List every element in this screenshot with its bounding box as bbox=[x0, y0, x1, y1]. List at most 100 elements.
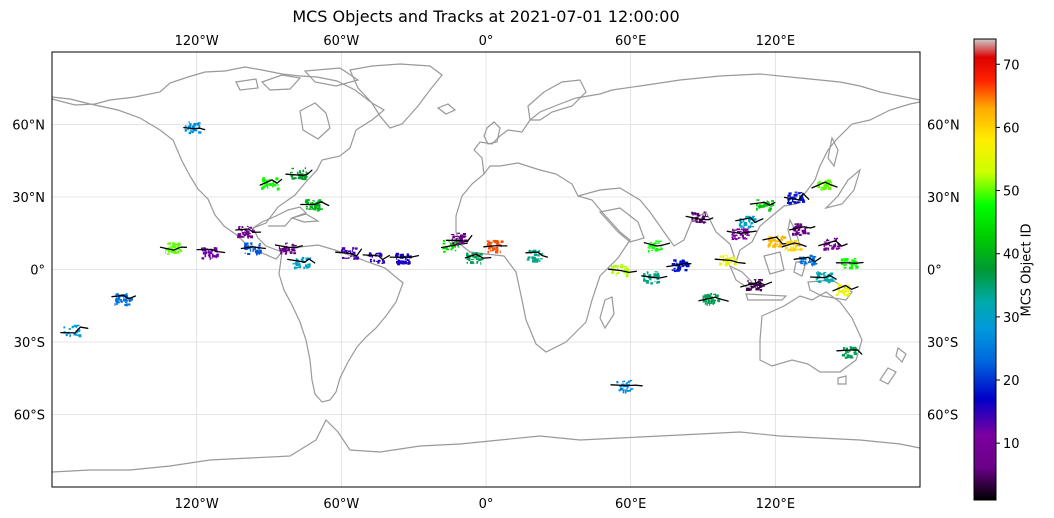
mcs-pixel bbox=[459, 234, 463, 238]
mcs-object bbox=[641, 271, 668, 285]
mcs-pixel bbox=[739, 221, 742, 224]
mcs-pixel bbox=[489, 250, 492, 252]
mcs-pixel bbox=[343, 251, 345, 254]
mcs-pixel bbox=[818, 275, 821, 278]
mcs-pixel bbox=[296, 263, 300, 267]
mcs-pixel bbox=[168, 242, 171, 245]
mcs-pixel bbox=[167, 249, 171, 253]
mcs-pixel bbox=[620, 264, 624, 268]
mcs-track bbox=[740, 281, 773, 288]
mcs-pixel bbox=[625, 267, 629, 270]
mcs-pixel bbox=[774, 245, 776, 248]
mcs-pixel bbox=[68, 328, 71, 330]
mcs-pixel bbox=[771, 203, 775, 206]
mcs-pixel bbox=[403, 255, 406, 258]
mcs-pixel bbox=[193, 122, 197, 126]
mcs-pixel bbox=[731, 257, 735, 259]
mcs-pixel bbox=[795, 245, 798, 248]
mcs-pixel bbox=[671, 263, 676, 266]
mcs-pixel bbox=[800, 223, 803, 227]
mcs-pixel bbox=[710, 296, 713, 298]
mcs-pixel bbox=[660, 248, 663, 251]
mcs-pixel bbox=[790, 241, 794, 244]
mcs-pixel bbox=[804, 228, 806, 230]
mcs-pixel bbox=[478, 254, 482, 256]
lat-tick-label-left: 60°S bbox=[14, 409, 45, 424]
mcs-track bbox=[285, 169, 313, 176]
mcs-pixel bbox=[407, 259, 410, 262]
mcs-pixel bbox=[69, 334, 71, 337]
mcs-pixel bbox=[626, 387, 628, 390]
mcs-pixel bbox=[824, 186, 827, 189]
mcs-pixel bbox=[744, 230, 747, 232]
mcs-object bbox=[698, 293, 729, 306]
mcs-pixel bbox=[728, 257, 732, 259]
mcs-pixel bbox=[214, 247, 217, 251]
mcs-pixel bbox=[691, 216, 694, 220]
mcs-track bbox=[445, 234, 473, 243]
mcs-pixel bbox=[622, 381, 624, 383]
mcs-pixel bbox=[846, 294, 850, 297]
mcs-pixel bbox=[210, 249, 214, 252]
mcs-pixel bbox=[285, 243, 287, 245]
mcs-pixel bbox=[244, 242, 247, 246]
mcs-object bbox=[793, 254, 822, 267]
mcs-pixel bbox=[846, 351, 850, 354]
mcs-pixel bbox=[526, 259, 530, 261]
mcs-pixel bbox=[533, 259, 535, 261]
colorbar-gradient-bar bbox=[973, 38, 997, 501]
mcs-pixel bbox=[403, 261, 406, 264]
mcs-pixel bbox=[824, 184, 828, 187]
mcs-pixel bbox=[757, 287, 761, 289]
mcs-pixel bbox=[793, 240, 798, 242]
coastline-north-america bbox=[52, 66, 386, 260]
mcs-pixel bbox=[730, 261, 732, 264]
mcs-pixel bbox=[797, 228, 800, 232]
mcs-pixel bbox=[177, 250, 180, 254]
mcs-pixel bbox=[407, 262, 410, 265]
mcs-pixel bbox=[823, 248, 827, 251]
mcs-pixel bbox=[302, 169, 305, 173]
mcs-pixel bbox=[242, 233, 245, 235]
mcs-pixel bbox=[788, 194, 791, 197]
mcs-pixel bbox=[692, 213, 695, 215]
mcs-pixel bbox=[849, 347, 852, 349]
colorbar-tick-label: 10 bbox=[1003, 437, 1020, 452]
mcs-pixel bbox=[742, 226, 745, 229]
mcs-pixel bbox=[799, 198, 802, 201]
mcs-pixel bbox=[811, 257, 815, 261]
mcs-pixel bbox=[610, 272, 613, 274]
mcs-track bbox=[287, 258, 316, 264]
mcs-pixel bbox=[753, 218, 756, 221]
mcs-pixel bbox=[849, 355, 853, 358]
mcs-pixel bbox=[770, 205, 773, 207]
mcs-pixel bbox=[732, 236, 734, 239]
mcs-pixel bbox=[798, 201, 801, 203]
colorbar-tick-label: 30 bbox=[1003, 311, 1020, 326]
mcs-object bbox=[60, 324, 89, 338]
mcs-pixel bbox=[800, 248, 804, 251]
mcs-pixel bbox=[619, 385, 623, 387]
mcs-pixel bbox=[247, 232, 251, 235]
mcs-pixel bbox=[761, 285, 765, 287]
mcs-pixel bbox=[846, 284, 850, 286]
coastline-antarctica bbox=[52, 418, 920, 473]
mcs-pixel bbox=[648, 250, 650, 253]
mcs-pixel bbox=[302, 175, 306, 178]
mcs-pixel bbox=[297, 176, 300, 180]
mcs-pixel bbox=[527, 257, 529, 260]
mcs-pixel bbox=[535, 258, 539, 261]
mcs-pixel bbox=[282, 248, 285, 252]
mcs-pixel bbox=[717, 299, 721, 303]
mcs-pixel bbox=[238, 226, 241, 228]
mcs-pixel bbox=[305, 201, 307, 203]
mcs-pixel bbox=[697, 215, 700, 217]
mcs-pixel bbox=[674, 270, 677, 273]
mcs-pixel bbox=[747, 225, 751, 229]
mcs-pixel bbox=[709, 303, 711, 306]
mcs-track bbox=[762, 236, 790, 245]
mcs-object bbox=[809, 271, 837, 284]
mcs-pixel bbox=[684, 269, 688, 272]
mcs-pixel bbox=[354, 257, 357, 260]
mcs-pixel bbox=[312, 203, 315, 205]
